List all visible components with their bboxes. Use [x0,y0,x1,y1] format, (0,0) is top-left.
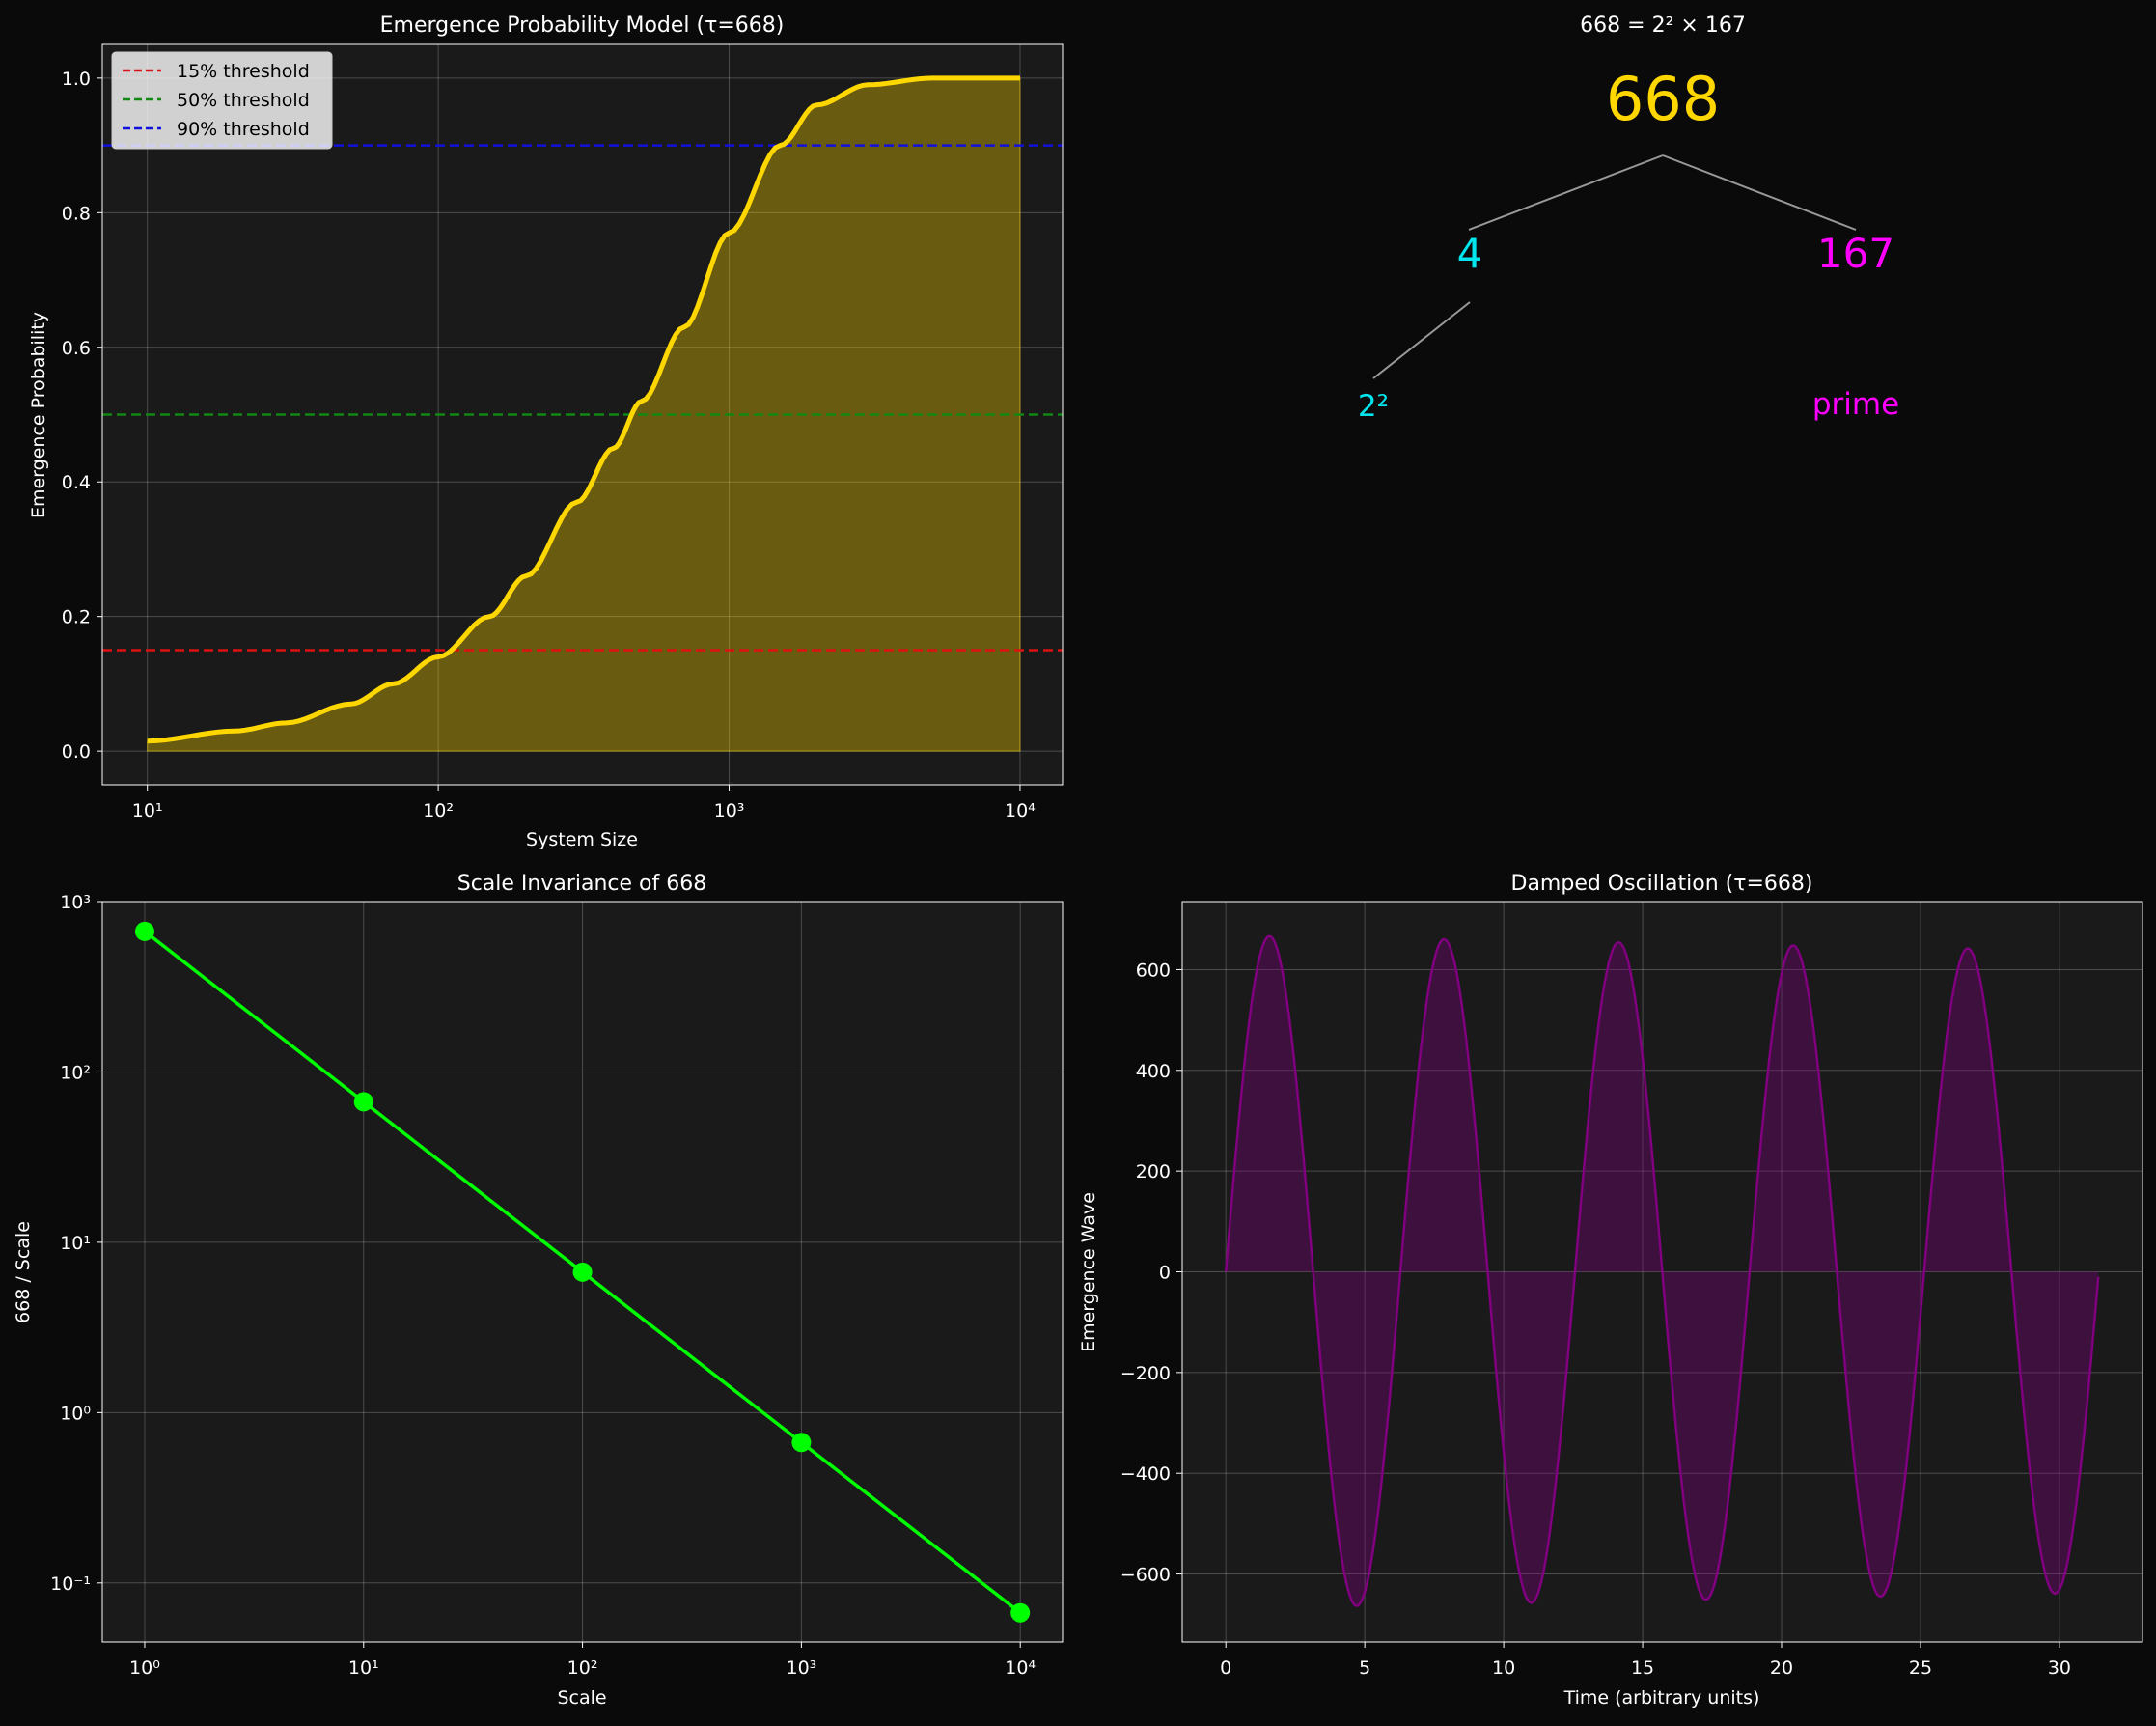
p1-ticks: 10¹ 10² 10³ 10⁴ 0.0 0.2 0.4 0.6 0.8 1.0 [62,69,1036,821]
p3-ytick-label: 10¹ [60,1233,91,1254]
p1-ylabel: Emergence Probability [28,312,49,518]
p3-ytick-label: 10³ [60,892,91,913]
p4-ytick-label: 200 [1136,1161,1171,1183]
scale-point [134,921,154,941]
scale-point [791,1433,812,1453]
factor-tree-panel: 668 = 2² × 167 668 4 167 2² prime [1358,14,1899,424]
tree-leaf-prime: prime [1812,387,1899,422]
legend-label: 15% threshold [177,61,310,82]
p4-xtick-label: 0 [1220,1657,1231,1679]
p4-ytick-label: 0 [1159,1263,1171,1284]
damped-oscillation-panel: 0 5 10 15 20 25 30 −600 −400 −200 0 200 400 600 Dampe… [1078,872,2143,1709]
p1-xtick-label: 10² [423,800,454,821]
p4-ticks: 0 5 10 15 20 25 30 −600 −400 −200 0 200 400 600 [1120,960,2071,1679]
p1-axes-frame [101,43,1064,786]
p4-ytick-label: −400 [1120,1463,1171,1485]
legend-box [111,51,333,150]
p4-xtick-label: 10 [1492,1657,1515,1679]
p3-ytick-label: 10² [60,1062,91,1083]
p1-xtick-label: 10⁴ [1005,800,1036,821]
p4-grid [1182,902,2142,1642]
tree-node-4: 4 [1457,230,1483,277]
p4-xtick-label: 30 [2048,1657,2071,1679]
p1-ytick-label: 0.4 [62,472,91,493]
p4-xtick-label: 5 [1359,1657,1370,1679]
tree-node-167: 167 [1817,230,1894,277]
p3-xlabel: Scale [557,1687,606,1709]
p1-title: Emergence Probability Model (τ=668) [380,14,785,38]
p3-xtick-label: 10³ [786,1657,816,1679]
p4-ytick-label: −600 [1120,1565,1171,1586]
p4-xtick-label: 20 [1770,1657,1793,1679]
p1-probability-line [147,75,1020,744]
p3-title: Scale Invariance of 668 [457,872,707,896]
scale-point [1010,1602,1031,1623]
emergence-probability-panel: 10¹ 10² 10³ 10⁴ 0.0 0.2 0.4 0.6 0.8 1.0 Emergence… [28,14,1064,850]
p1-legend: 15% threshold 50% threshold 90% threshold [111,51,333,150]
scale-point [572,1262,593,1282]
legend-label: 90% threshold [177,119,310,140]
p4-ylabel: Emergence Wave [1078,1192,1099,1352]
p4-wave-line [1224,934,2100,1607]
p3-points [134,921,1031,1623]
p4-ytick-label: 600 [1136,960,1171,981]
p1-ytick-label: 0.2 [62,607,91,628]
tree-edge-root-right [1662,154,1857,231]
p4-xlabel: Time (arbitrary units) [1563,1687,1760,1709]
tree-edge-left-sub [1372,301,1471,379]
tree-edge-root-left [1468,154,1664,231]
p4-title: Damped Oscillation (τ=668) [1511,872,1813,896]
p4-ytick-label: 400 [1136,1061,1171,1082]
p1-ytick-label: 0.6 [62,338,91,359]
legend-label: 50% threshold [177,90,310,111]
scale-invariance-panel: 10⁰ 10¹ 10² 10³ 10⁴ 10⁻¹ 10⁰ 10¹ 10² 10³ Scale In… [13,872,1064,1709]
p3-xtick-label: 10⁴ [1005,1657,1036,1679]
p1-xtick-label: 10³ [714,800,745,821]
p4-xtick-label: 15 [1631,1657,1654,1679]
p1-xtick-label: 10¹ [132,800,163,821]
p3-ticks: 10⁰ 10¹ 10² 10³ 10⁴ 10⁻¹ 10⁰ 10¹ 10² 10³ [50,892,1036,1679]
p3-ytick-label: 10⁻¹ [50,1573,91,1595]
tree-leaf-2-squared: 2² [1358,389,1389,424]
p3-xtick-label: 10¹ [348,1657,379,1679]
tree-root-668: 668 [1606,64,1720,134]
p3-xtick-label: 10² [567,1657,598,1679]
p1-ytick-label: 0.0 [62,741,91,763]
p1-ytick-label: 0.8 [62,203,91,224]
p3-xtick-label: 10⁰ [129,1657,160,1679]
p3-ylabel: 668 / Scale [13,1221,34,1323]
p1-ytick-label: 1.0 [62,69,91,90]
p1-xlabel: System Size [526,829,638,850]
p4-ytick-label: −200 [1120,1363,1171,1384]
scale-point [353,1092,373,1112]
p3-ytick-label: 10⁰ [60,1403,91,1424]
p2-title: 668 = 2² × 167 [1580,14,1746,38]
p4-xtick-label: 25 [1909,1657,1932,1679]
